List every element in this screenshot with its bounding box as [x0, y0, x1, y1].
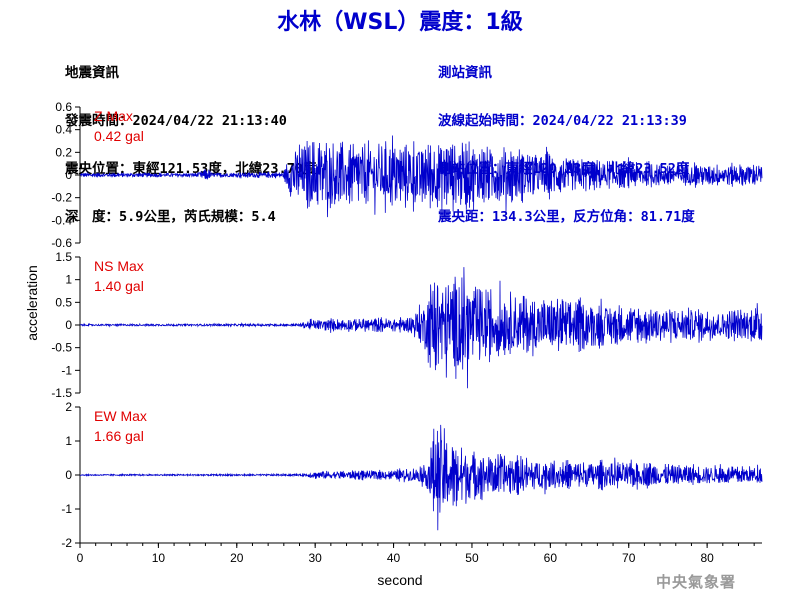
panel-z: -0.6 -0.4 -0.2 0 0.2 0.4 0.6 Z Max 0.42 gal [51, 100, 763, 250]
y-tick-label: -0.5 [51, 341, 72, 355]
x-axis: 0 10 20 30 40 50 60 70 80 [77, 542, 762, 565]
y-tick-label: 1 [65, 434, 72, 448]
panel-ns: -1.5 -1 -0.5 0 0.5 1 1.5 NS Max 1.40 gal [51, 250, 763, 400]
page-title: 水林（WSL）震度：1級 [277, 10, 523, 35]
trace-ns [79, 267, 763, 389]
x-tick-label: 20 [230, 551, 244, 565]
station-wave-start: 波線起始時間：2024/04/22 21:13:39 [438, 113, 687, 129]
x-tick-label: 10 [152, 551, 166, 565]
y-tick-label: 0.6 [55, 100, 72, 114]
y-tick-label: -1 [61, 502, 72, 516]
panel-ew: -2 -1 0 1 2 EW Max 1.66 gal [61, 400, 763, 550]
panel-max-title: EW Max [94, 408, 147, 424]
quake-info-heading: 地震資訊 [65, 65, 119, 81]
station-info-heading: 測站資訊 [438, 65, 492, 81]
x-tick-label: 80 [700, 551, 714, 565]
y-tick-label: 0.2 [55, 145, 72, 159]
y-tick-label: -2 [61, 536, 72, 550]
panel-max-title: NS Max [94, 258, 144, 274]
x-tick-label: 40 [387, 551, 401, 565]
y-tick-label: -0.4 [51, 213, 72, 227]
trace-ew [79, 424, 763, 531]
panel-max-value: 1.40 gal [94, 278, 144, 294]
y-tick-label: 1.5 [55, 250, 72, 264]
y-tick-label: -1 [61, 363, 72, 377]
y-tick-label: 1 [65, 273, 72, 287]
panel-max-title: Z Max [94, 108, 133, 124]
quake-time: 發震時間：2024/04/22 21:13:40 [65, 113, 287, 129]
panel-max-value: 0.42 gal [94, 128, 144, 144]
y-tick-label: 0.4 [55, 123, 72, 137]
y-tick-label: 0 [65, 318, 72, 332]
quake-epicenter: 震央位置：東經121.53度，北緯23.70度 [65, 161, 317, 177]
y-tick-label: 0 [65, 468, 72, 482]
y-tick-label: -0.2 [51, 191, 72, 205]
y-tick-label: 0 [65, 168, 72, 182]
quake-depth-magnitude: 深 度：5.9公里，芮氏規模：5.4 [65, 209, 276, 225]
quake-info-panel: 地震資訊 發震時間：2024/04/22 21:13:40 震央位置：東經121… [65, 33, 316, 241]
panel-max-value: 1.66 gal [94, 428, 144, 444]
y-tick-label: -0.6 [51, 236, 72, 250]
y-tick-label: 2 [65, 400, 72, 414]
x-tick-label: 70 [622, 551, 636, 565]
x-tick-label: 30 [308, 551, 322, 565]
x-tick-label: 50 [465, 551, 479, 565]
y-tick-label: -1.5 [51, 386, 72, 400]
agency-watermark: 中央氣象署 [656, 573, 737, 591]
x-tick-label: 0 [77, 551, 84, 565]
y-axis-label: acceleration [24, 265, 40, 341]
y-tick-label: 0.5 [55, 295, 72, 309]
trace-z [79, 135, 763, 218]
station-distance: 震央距：134.3公里，反方位角：81.71度 [438, 209, 695, 225]
x-tick-label: 60 [544, 551, 558, 565]
x-axis-label: second [377, 572, 422, 588]
